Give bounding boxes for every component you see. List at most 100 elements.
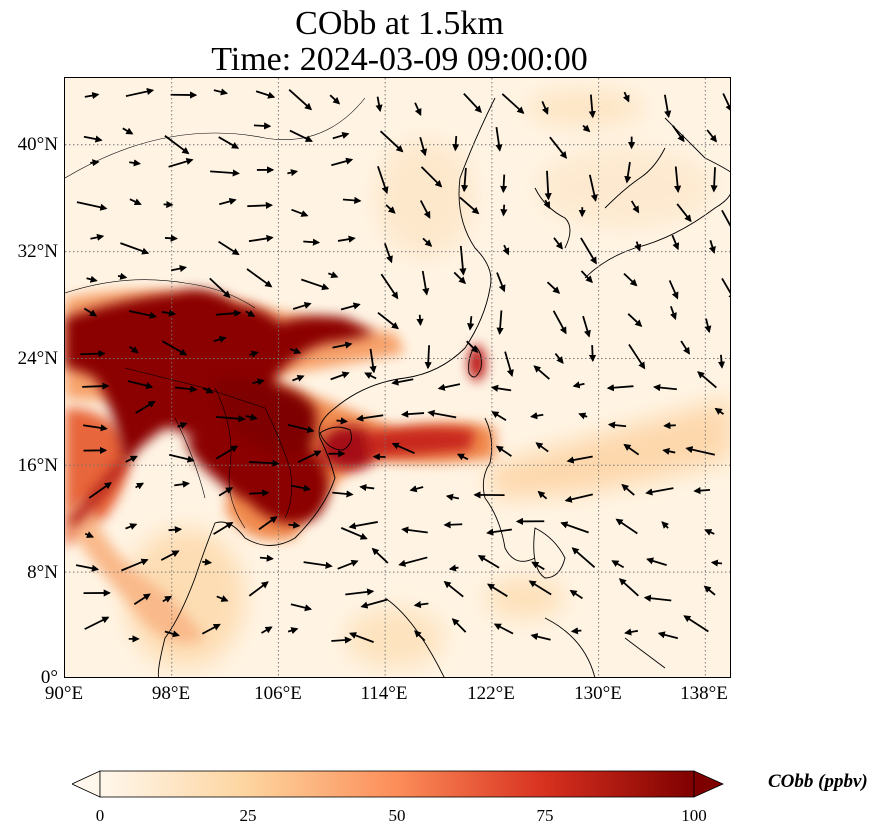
lon-tick-98E: 98°E [151, 683, 191, 704]
wind-arrow [493, 623, 514, 635]
wind-arrow [572, 381, 585, 389]
wind-arrow [213, 88, 228, 96]
wind-arrow [398, 556, 428, 567]
wind-arrow [624, 161, 632, 184]
wind-arrow [580, 270, 593, 284]
wind-arrow [356, 414, 384, 422]
wind-arrow [125, 455, 138, 463]
wind-arrow [261, 626, 273, 634]
wind-arrow [290, 484, 311, 492]
wind-arrow [380, 273, 399, 300]
wind-arrow [377, 311, 399, 330]
wind-arrow [168, 157, 194, 168]
wind-arrow [83, 135, 103, 143]
wind-arrow [129, 159, 141, 167]
wind-arrow [582, 124, 591, 133]
wind-arrow [213, 521, 234, 535]
wind-arrow [129, 198, 142, 206]
wind-arrow [448, 564, 459, 572]
wind-arrow [218, 136, 240, 149]
wind-arrow [487, 583, 508, 598]
wind-arrow [218, 240, 240, 256]
wind-arrow [721, 209, 730, 237]
wind-arrow [717, 354, 726, 369]
wind-arrow [201, 623, 221, 635]
wind-arrow [459, 196, 480, 215]
wind-arrow [328, 271, 339, 279]
wind-arrow [161, 309, 177, 317]
wind-arrow [384, 243, 393, 264]
wind-arrow [216, 595, 229, 602]
wind-arrow [209, 277, 231, 299]
wind-arrow [121, 558, 149, 572]
wind-arrow [117, 272, 128, 280]
lon-tick-114E: 114°E [360, 683, 408, 704]
wind-arrow [704, 529, 715, 536]
map-title-line1: CObb at 1.5km [295, 5, 504, 42]
wind-arrow [697, 371, 717, 389]
wind-arrow [710, 559, 723, 567]
wind-arrow [606, 384, 634, 392]
lat-tick-32N: 32°N [17, 241, 58, 262]
wind-arrow [288, 89, 313, 111]
wind-arrow [342, 196, 362, 204]
wind-arrow [443, 521, 463, 529]
wind-arrow [419, 136, 428, 157]
wind-arrow [549, 136, 568, 159]
wind-arrow [120, 242, 150, 255]
wind-arrow [75, 564, 100, 572]
wind-arrow [502, 244, 510, 256]
wind-arrow [571, 547, 596, 569]
wind-arrow [337, 559, 359, 570]
wind-arrow [248, 234, 274, 243]
wind-arrow [86, 275, 98, 283]
wind-arrow [164, 234, 178, 242]
wind-arrow [202, 386, 214, 394]
wind-arrow [452, 136, 460, 152]
wind-arrow [530, 412, 544, 420]
wind-arrow [623, 272, 638, 287]
wind-arrow [348, 632, 374, 643]
wind-arrow [618, 578, 639, 597]
wind-arrow [680, 340, 690, 355]
wind-arrow [168, 526, 183, 534]
wind-arrow [414, 102, 422, 117]
wind-arrow [332, 132, 350, 140]
wind-arrow [663, 94, 672, 119]
wind-arrow [83, 307, 98, 317]
wind-arrow [245, 310, 256, 317]
wind-arrow [255, 90, 276, 99]
gridlines [65, 78, 730, 677]
wind-arrow [128, 345, 139, 354]
cobb-map [65, 78, 730, 677]
wind-arrow [685, 446, 715, 456]
wind-arrow [566, 455, 593, 464]
wind-arrow [371, 547, 389, 564]
wind-arrow [530, 633, 551, 641]
wind-arrow [90, 159, 100, 167]
wind-arrow [546, 281, 561, 294]
wind-arrow [401, 526, 428, 534]
wind-arrow [661, 521, 669, 529]
colorbar-min-extend [72, 770, 101, 798]
wind-arrow [300, 278, 330, 291]
wind-arrow [253, 122, 272, 130]
wind-arrow [345, 588, 375, 596]
wind-arrow [467, 316, 475, 331]
lat-tick-0: 0° [40, 667, 58, 688]
wind-arrow [496, 272, 506, 293]
wind-arrow [706, 129, 718, 143]
wind-arrow [331, 157, 354, 167]
wind-arrow [288, 521, 301, 529]
wind-arrow [643, 594, 672, 602]
wind-arrow [615, 518, 638, 535]
wind-arrow [421, 270, 430, 296]
wind-arrow [287, 423, 315, 434]
colorbar-tick-50: 50 [388, 806, 406, 825]
wind-arrow [424, 345, 432, 370]
wind-arrow [164, 135, 190, 155]
wind-arrow [578, 412, 588, 420]
colorbar-tick-25: 25 [239, 806, 257, 825]
lat-tick-40N: 40°N [17, 134, 58, 155]
wind-arrow [292, 374, 305, 382]
